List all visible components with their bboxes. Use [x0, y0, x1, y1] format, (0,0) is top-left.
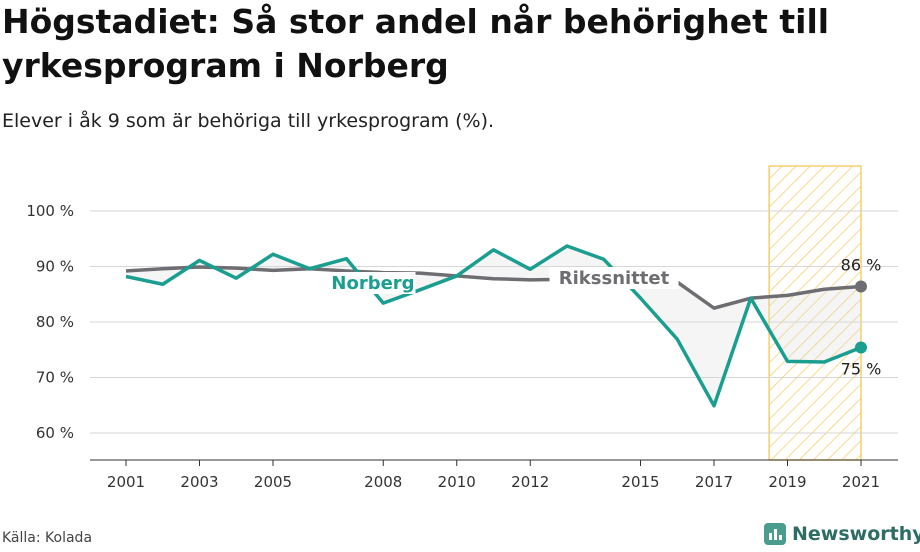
x-tick-label: 2021: [842, 473, 880, 491]
brand-logo[interactable]: Newsworthy: [764, 520, 920, 548]
series-label-rikssnittet-bg: [549, 267, 679, 289]
x-tick-label: 2008: [364, 473, 402, 491]
chart-title: Högstadiet: Så stor andel når behörighet…: [2, 2, 830, 85]
x-tick-label: 2019: [768, 473, 806, 491]
y-tick-label: 70 %: [36, 369, 74, 387]
highlight-band: [768, 165, 862, 461]
x-tick-label: 2001: [107, 473, 145, 491]
series-label-rikssnittet: Rikssnittet: [559, 268, 670, 289]
end-point-norberg: [855, 341, 867, 354]
end-label-norberg: 75 %: [841, 360, 882, 379]
brand-name: Newsworthy: [792, 523, 920, 545]
source-note: Källa: Kolada: [2, 530, 93, 546]
y-tick-label: 60 %: [36, 424, 74, 442]
end-point-rikssnittet: [855, 280, 867, 293]
x-tick-label: 2010: [438, 473, 476, 491]
y-tick-label: 90 %: [36, 258, 74, 276]
x-tick-label: 2012: [511, 473, 549, 491]
x-tick-label: 2017: [695, 473, 733, 491]
series-line-norberg: [125, 244, 862, 408]
difference-area: [126, 245, 861, 406]
x-tick-label: 2015: [621, 473, 659, 491]
x-tick-label: 2005: [254, 473, 292, 491]
bar-chart-icon: [764, 523, 786, 545]
series-label-norberg-bg: [330, 272, 416, 294]
y-tick-label: 100 %: [26, 202, 74, 220]
x-tick-label: 2003: [180, 473, 218, 491]
y-tick-label: 80 %: [36, 313, 74, 331]
end-label-rikssnittet: 86 %: [841, 255, 882, 274]
series-label-norberg: Norberg: [331, 273, 414, 294]
chart-subtitle: Elever i åk 9 som är behöriga till yrkes…: [2, 110, 495, 132]
